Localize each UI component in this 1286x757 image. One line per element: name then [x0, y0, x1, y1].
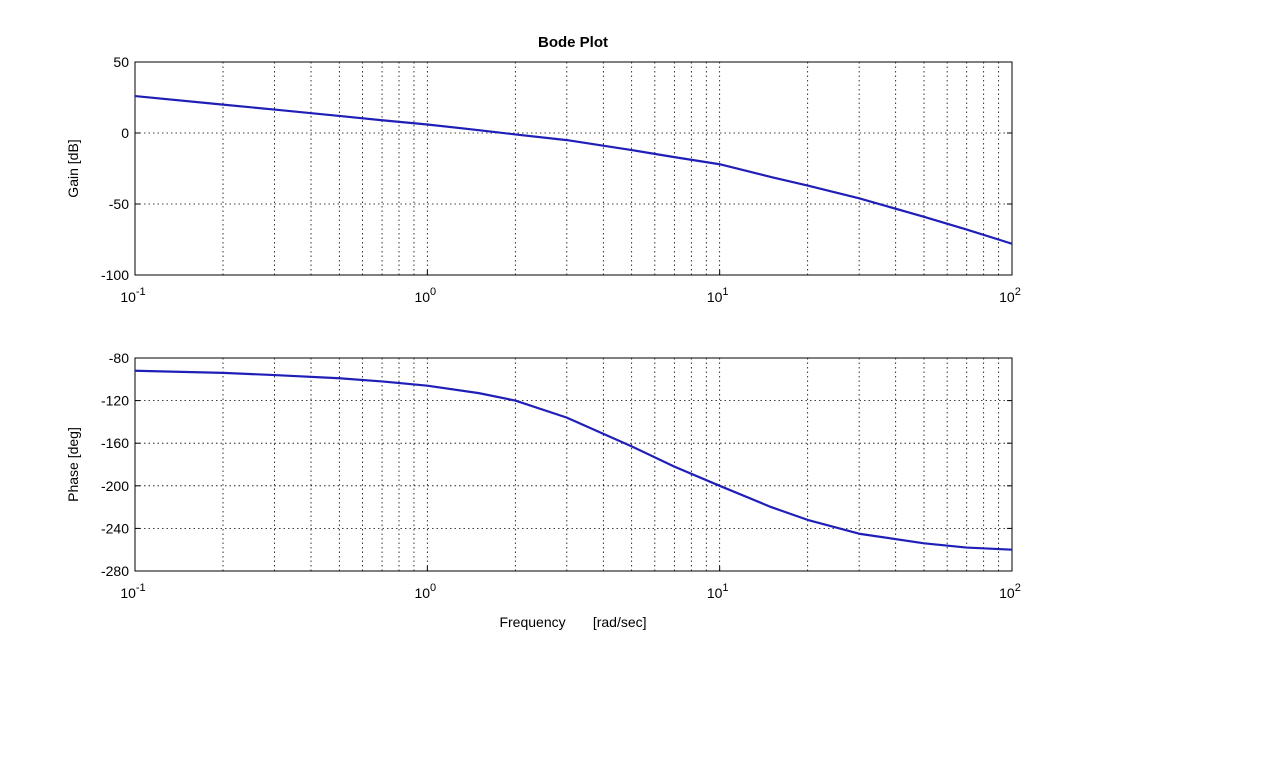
phase-panel: -80 -120 -160 -200 -240 -280 10-1 100 101 102 Phas…: [65, 350, 1021, 601]
x-tick-label: 100: [414, 582, 436, 601]
y-tick-label: -280: [101, 563, 129, 579]
y-axis-label: Gain [dB]: [65, 139, 81, 197]
plot-frame: [134, 357, 1013, 572]
x-tick-label: 10-1: [120, 582, 145, 601]
y-axis-label: Phase [deg]: [65, 427, 81, 502]
gain-panel: 50 0 -50 -100 10-1 100 101 102 Gain [dB]: [65, 54, 1021, 305]
y-tick-label: -50: [109, 196, 129, 212]
y-tick-label: -80: [109, 350, 129, 366]
y-tick-label: 0: [121, 125, 129, 141]
x-tick-label: 102: [999, 582, 1021, 601]
series-line: [134, 369, 1013, 551]
y-tick-label: -240: [101, 520, 129, 536]
y-tick-label: -100: [101, 267, 129, 283]
x-tick-label: 101: [707, 582, 729, 601]
x-tick-label: 100: [414, 286, 436, 305]
y-tick-label: 50: [113, 54, 129, 70]
x-tick-label: 102: [999, 286, 1021, 305]
y-tick-label: -160: [101, 435, 129, 451]
plot-frame: [134, 61, 1013, 276]
chart-title: Bode Plot: [538, 34, 608, 51]
y-tick-label: -120: [101, 393, 129, 409]
x-tick-label: 101: [707, 286, 729, 305]
x-axis-label: Frequency [rad/sec]: [499, 614, 646, 630]
x-tick-label: 10-1: [120, 286, 145, 305]
y-tick-label: -200: [101, 478, 129, 494]
series-line: [134, 94, 1013, 245]
